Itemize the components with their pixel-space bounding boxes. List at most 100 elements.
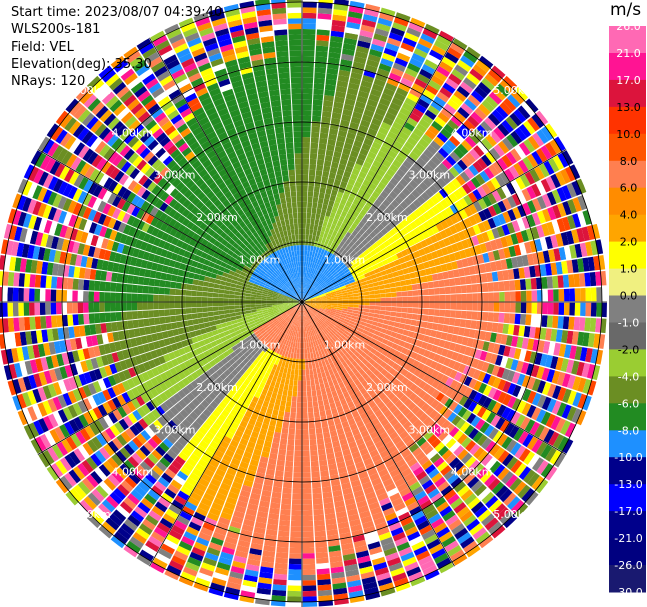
velocity-gate [336,80,349,88]
velocity-gate [342,109,353,117]
velocity-gate [400,42,415,53]
velocity-gate [305,266,308,273]
velocity-gate [328,228,334,236]
velocity-gate [355,232,362,240]
velocity-gate [312,487,322,494]
velocity-gate [510,522,525,537]
velocity-gate [329,276,335,282]
velocity-gate [403,197,413,206]
velocity-gate [495,260,503,271]
velocity-gate [315,422,322,429]
velocity-gate [476,157,488,170]
velocity-gate [326,73,338,81]
velocity-gate [581,226,590,242]
velocity-gate [304,348,308,354]
velocity-gate [422,89,436,100]
velocity-gate [273,573,287,580]
velocity-gate [450,294,457,302]
velocity-gate [272,584,287,591]
velocity-gate [445,155,457,166]
velocity-gate [291,401,297,408]
velocity-gate [303,288,306,294]
velocity-gate [555,171,566,186]
velocity-gate [355,158,365,166]
velocity-gate [411,313,418,320]
velocity-gate [339,271,346,277]
velocity-gate [420,167,430,178]
velocity-gate [310,286,314,292]
velocity-gate [350,250,357,257]
velocity-gate [489,239,498,251]
velocity-gate [398,191,407,201]
velocity-gate [431,251,439,259]
velocity-gate [382,140,393,150]
velocity-gate [313,186,320,193]
velocity-gate [340,264,347,270]
velocity-gate [368,256,375,263]
velocity-gate [457,159,468,171]
velocity-gate [284,466,293,473]
velocity-gate [430,140,441,151]
velocity-gate [287,580,302,586]
velocity-gate [312,257,317,264]
velocity-gate [330,278,337,283]
velocity-gate [311,207,317,214]
velocity-gate [328,284,334,289]
velocity-gate [349,279,356,284]
velocity-gate [502,137,514,151]
velocity-gate [499,79,514,94]
velocity-gate [308,180,315,187]
velocity-gate [394,317,401,323]
velocity-gate [431,215,440,225]
velocity-gate [424,129,436,140]
velocity-gate [380,306,386,311]
velocity-gate [302,461,311,467]
velocity-gate [418,38,433,49]
velocity-gate [517,204,527,218]
velocity-gate [302,526,314,532]
velocity-gate [302,563,316,570]
velocity-gate [499,171,511,184]
velocity-gate [525,98,539,113]
velocity-gate [343,205,350,213]
velocity-gate [388,220,397,229]
velocity-gate [307,272,310,279]
velocity-gate [356,268,363,274]
velocity-gate [514,127,527,141]
velocity-gate [305,261,309,267]
velocity-gate [385,292,392,298]
velocity-gate [384,252,392,259]
velocity-gate [577,211,587,227]
velocity-gate [365,3,381,13]
velocity-gate [449,166,460,178]
velocity-gate [431,273,439,281]
velocity-gate [466,284,473,293]
velocity-gate [275,470,284,477]
velocity-gate [456,85,470,98]
velocity-gate [302,515,313,521]
velocity-gate [335,232,342,239]
velocity-gate [302,115,312,121]
velocity-gate [272,589,287,597]
velocity-gate [363,311,369,316]
velocity-gate [339,158,348,166]
velocity-gate [319,132,329,139]
velocity-gate [524,171,536,185]
velocity-gate [374,173,383,182]
velocity-gate [344,245,351,252]
velocity-gate [459,276,467,285]
velocity-gate [330,223,336,231]
velocity-gate [314,293,320,297]
velocity-gate [560,232,569,246]
velocity-gate [343,268,350,274]
velocity-gate [552,275,559,289]
velocity-gate [415,123,428,134]
velocity-gate [379,310,386,315]
velocity-gate [315,270,320,276]
velocity-gate [365,262,372,269]
velocity-gate [466,72,480,86]
velocity-gate [302,439,310,446]
velocity-gate [445,294,451,302]
velocity-gate [302,39,315,46]
velocity-gate [316,557,329,564]
